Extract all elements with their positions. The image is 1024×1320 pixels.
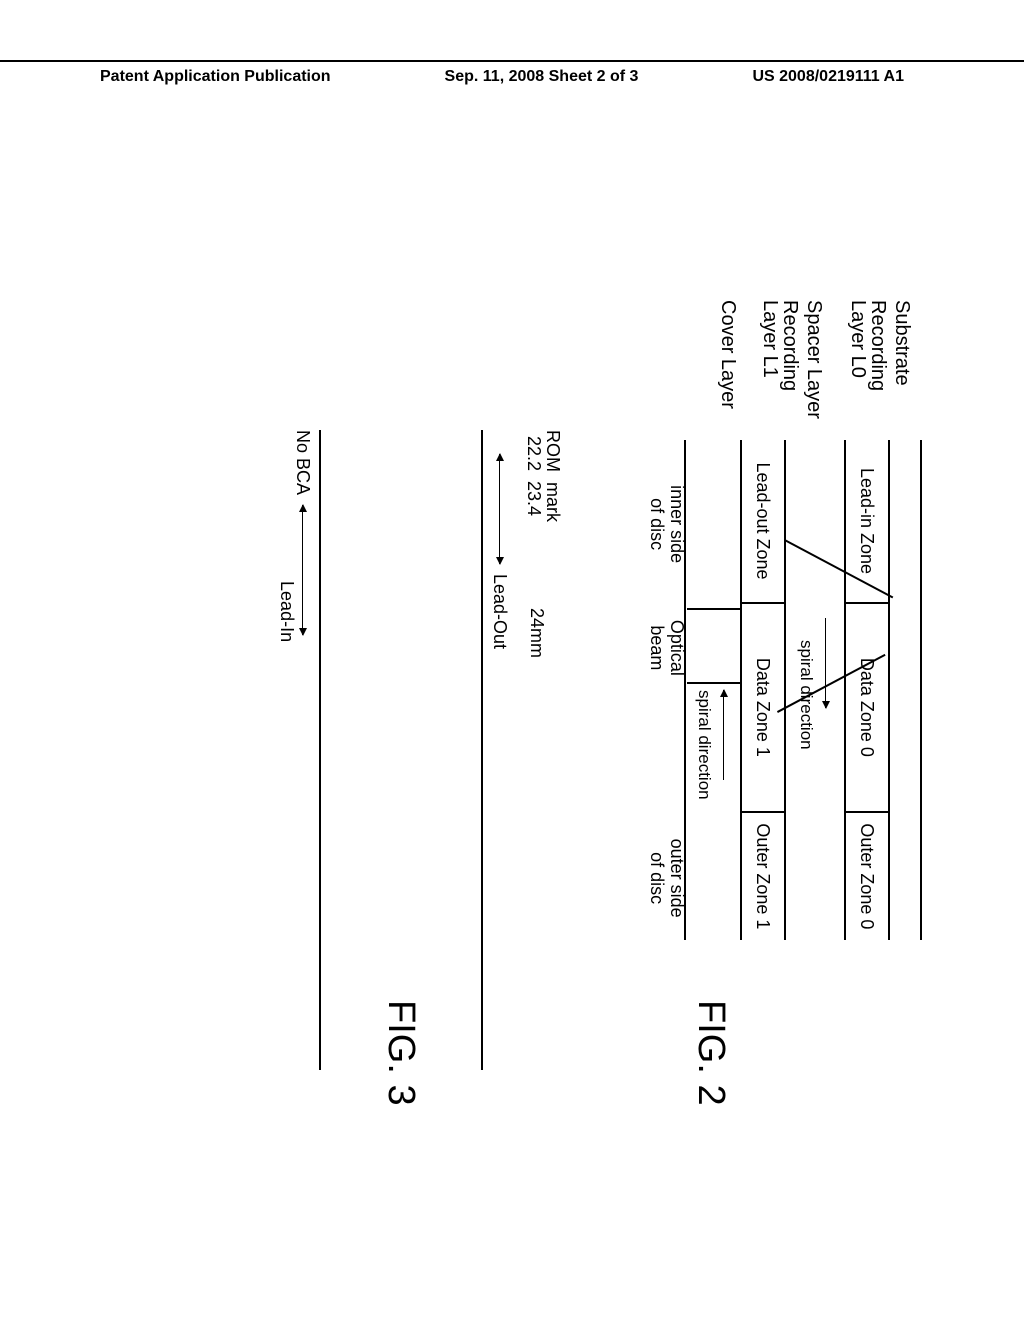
label-rec-l0-a: Recording (868, 300, 888, 419)
label-spacer: Spacer Layer (804, 300, 824, 419)
row-l1: Lead-out Zone Data Zone 1 Outer Zone 1 (742, 440, 784, 940)
label-substrate: Substrate (892, 300, 912, 419)
fig2-caption: FIG. 2 (689, 1000, 732, 1106)
pos-1: 22.2 (524, 436, 544, 471)
cell-outer1: Outer Zone 1 (742, 813, 784, 940)
layer-labels: Substrate Recording Layer L0 Spacer Laye… (718, 300, 912, 419)
header-center: Sep. 11, 2008 Sheet 2 of 3 (445, 68, 639, 86)
cell-leadout: Lead-out Zone (742, 440, 784, 604)
cell-outer0: Outer Zone 0 (846, 813, 888, 940)
header-left: Patent Application Publication (100, 68, 331, 86)
cell-leadin: Lead-in Zone (846, 440, 888, 604)
page-header: Patent Application Publication Sep. 11, … (0, 60, 1024, 86)
spacer-row-0: spiral direction (786, 440, 844, 940)
label-optical-2: beam (646, 608, 666, 687)
spiral-label-1: spiral direction (694, 690, 714, 800)
label-cover: Cover Layer (718, 300, 738, 419)
spiral-arrow-1 (723, 690, 724, 780)
layer-stack: Lead-in Zone Data Zone 0 Outer Zone 0 sp… (684, 440, 922, 940)
label-inner-2: of disc (646, 440, 666, 608)
label-outer-1: outer side (666, 816, 686, 940)
leadin-arrow (302, 505, 303, 635)
cell-data1: Data Zone 1 (742, 604, 784, 813)
figure-3: ROM mark 22.2 23.4 24mm Lead-Out No BCA … (292, 430, 562, 1150)
leadin-label: Lead-In (276, 581, 297, 642)
label-optical-1: Optical (666, 608, 686, 687)
label-outer-2: of disc (646, 816, 666, 940)
cell-data0: Data Zone 0 (846, 604, 888, 813)
cover-row: spiral direction (686, 440, 740, 940)
figure-content: Substrate Recording Layer L0 Spacer Laye… (0, 160, 1024, 1260)
label-rec-l1-a: Recording (780, 300, 800, 419)
leadout-arrow (499, 454, 500, 564)
label-rec-l0-b: Layer L0 (848, 300, 868, 419)
header-right: US 2008/0219111 A1 (752, 68, 904, 86)
row-l0: Lead-in Zone Data Zone 0 Outer Zone 0 (846, 440, 888, 940)
fig3-top-line (481, 430, 483, 1070)
fig3-bottom-line (319, 430, 321, 1070)
nobca-label: No BCA (292, 430, 313, 495)
pos-3: 24mm (526, 608, 547, 658)
label-inner-1: inner side (666, 440, 686, 608)
label-rec-l1-b: Layer L1 (760, 300, 780, 419)
rom-mark-1: ROM (543, 430, 563, 472)
spiral-arrow-0 (825, 618, 826, 708)
rom-mark-2: mark (543, 482, 563, 522)
fig3-caption: FIG. 3 (379, 1000, 422, 1106)
leadout-label: Lead-Out (489, 574, 510, 649)
pos-2: 23.4 (524, 481, 544, 516)
